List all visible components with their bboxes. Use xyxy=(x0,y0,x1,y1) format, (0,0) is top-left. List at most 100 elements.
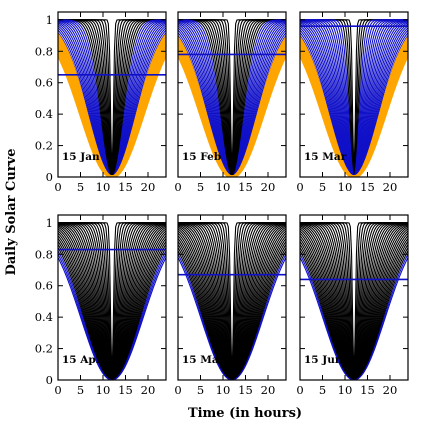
solar-curve xyxy=(300,246,408,380)
panel-date-label: 15 Feb xyxy=(182,151,221,163)
x-tick-label: 15 xyxy=(238,180,253,194)
solar-curve xyxy=(178,19,286,177)
x-tick-label: 20 xyxy=(261,180,276,194)
solar-curve xyxy=(300,222,408,380)
x-tick-label: 5 xyxy=(77,383,84,397)
solar-curve xyxy=(58,230,166,380)
solar-curve xyxy=(178,222,286,380)
x-tick-label: 5 xyxy=(197,180,204,194)
solar-curve xyxy=(178,51,286,177)
solar-curve xyxy=(300,19,408,177)
solar-curve xyxy=(178,31,286,177)
x-tick-label: 10 xyxy=(216,180,231,194)
x-tick-label: 15 xyxy=(360,180,375,194)
panel-frame xyxy=(57,11,167,178)
solar-curve xyxy=(58,29,166,177)
x-tick-label: 20 xyxy=(261,383,276,397)
panel-6: 0 5 10 15 20 15 Jun xyxy=(296,214,409,397)
curve-group xyxy=(300,19,408,177)
solar-curve xyxy=(58,222,166,380)
solar-curve xyxy=(300,223,408,380)
panel-frame xyxy=(177,214,287,381)
solar-curve xyxy=(178,222,286,380)
panel-frame xyxy=(177,11,287,178)
x-tick-label: 0 xyxy=(296,383,303,397)
x-tick-label: 15 xyxy=(238,383,253,397)
solar-curve xyxy=(300,232,408,380)
solar-curve xyxy=(58,256,166,380)
x-tick-label: 10 xyxy=(216,383,231,397)
solar-curve xyxy=(58,27,166,177)
y-tick-label: 0 xyxy=(46,170,53,184)
solar-curve xyxy=(58,232,166,380)
solar-curve xyxy=(58,20,166,177)
panel-frame xyxy=(299,214,409,381)
solar-curve xyxy=(178,223,286,380)
panel-2: 0 5 10 15 20 15 Feb xyxy=(174,11,287,194)
solar-curve xyxy=(300,228,408,380)
solar-curve xyxy=(178,25,286,177)
solar-curve xyxy=(58,51,166,177)
x-tick-label: 15 xyxy=(360,383,375,397)
solar-curve xyxy=(58,22,166,177)
x-tick-label: 10 xyxy=(338,383,353,397)
panel-frame xyxy=(299,11,409,178)
solar-curve xyxy=(58,253,166,380)
x-tick-label: 20 xyxy=(141,180,156,194)
solar-curve xyxy=(58,19,166,177)
solar-curve xyxy=(58,225,166,380)
panel-date-label: 15 Mar xyxy=(304,151,347,163)
solar-curve xyxy=(300,22,408,177)
x-tick-label: 5 xyxy=(197,383,204,397)
solar-curve xyxy=(300,222,408,380)
panel-3: 0 5 10 15 20 15 Mar xyxy=(296,11,409,194)
solar-curve xyxy=(178,20,286,177)
solar-curve xyxy=(178,226,286,380)
solar-curve xyxy=(300,19,408,177)
x-tick-label: 5 xyxy=(319,180,326,194)
curve-group xyxy=(58,19,166,177)
solar-curve xyxy=(58,234,166,380)
solar-curve xyxy=(58,25,166,177)
solar-curve xyxy=(300,27,408,177)
solar-curve xyxy=(178,232,286,380)
solar-curve xyxy=(300,23,408,177)
y-tick-label: 1 xyxy=(46,216,53,230)
solar-curve xyxy=(178,228,286,380)
solar-curve xyxy=(58,19,166,177)
solar-curve xyxy=(300,222,408,380)
solar-curve xyxy=(300,253,408,380)
x-tick-label: 15 xyxy=(118,180,133,194)
solar-curve xyxy=(58,226,166,380)
solar-curve xyxy=(58,222,166,380)
solar-curve xyxy=(58,19,166,177)
solar-curve xyxy=(58,23,166,177)
solar-curve xyxy=(58,246,166,380)
solar-curve xyxy=(178,19,286,177)
curve-group xyxy=(300,222,408,380)
y-tick-label: 0.4 xyxy=(35,310,53,324)
y-tick-label: 0.2 xyxy=(35,342,53,356)
solar-curve xyxy=(58,237,166,380)
solar-curve xyxy=(300,230,408,380)
y-tick-label: 0.8 xyxy=(35,247,53,261)
x-tick-label: 20 xyxy=(383,383,398,397)
solar-curve xyxy=(178,27,286,177)
solar-curve xyxy=(178,19,286,177)
solar-curve xyxy=(58,228,166,380)
solar-curve xyxy=(178,237,286,380)
panel-date-label: 15 Jan xyxy=(62,151,100,163)
y-tick-label: 0.8 xyxy=(35,44,53,58)
solar-curve xyxy=(300,222,408,380)
solar-curve xyxy=(58,249,166,380)
solar-curve xyxy=(178,21,286,177)
solar-curve xyxy=(300,243,408,380)
solar-curve xyxy=(300,237,408,380)
solar-curve xyxy=(300,19,408,177)
solar-curve xyxy=(178,222,286,380)
solar-curve xyxy=(300,222,408,380)
solar-curve xyxy=(178,256,286,380)
solar-curve xyxy=(300,21,408,177)
solar-curve xyxy=(178,19,286,177)
